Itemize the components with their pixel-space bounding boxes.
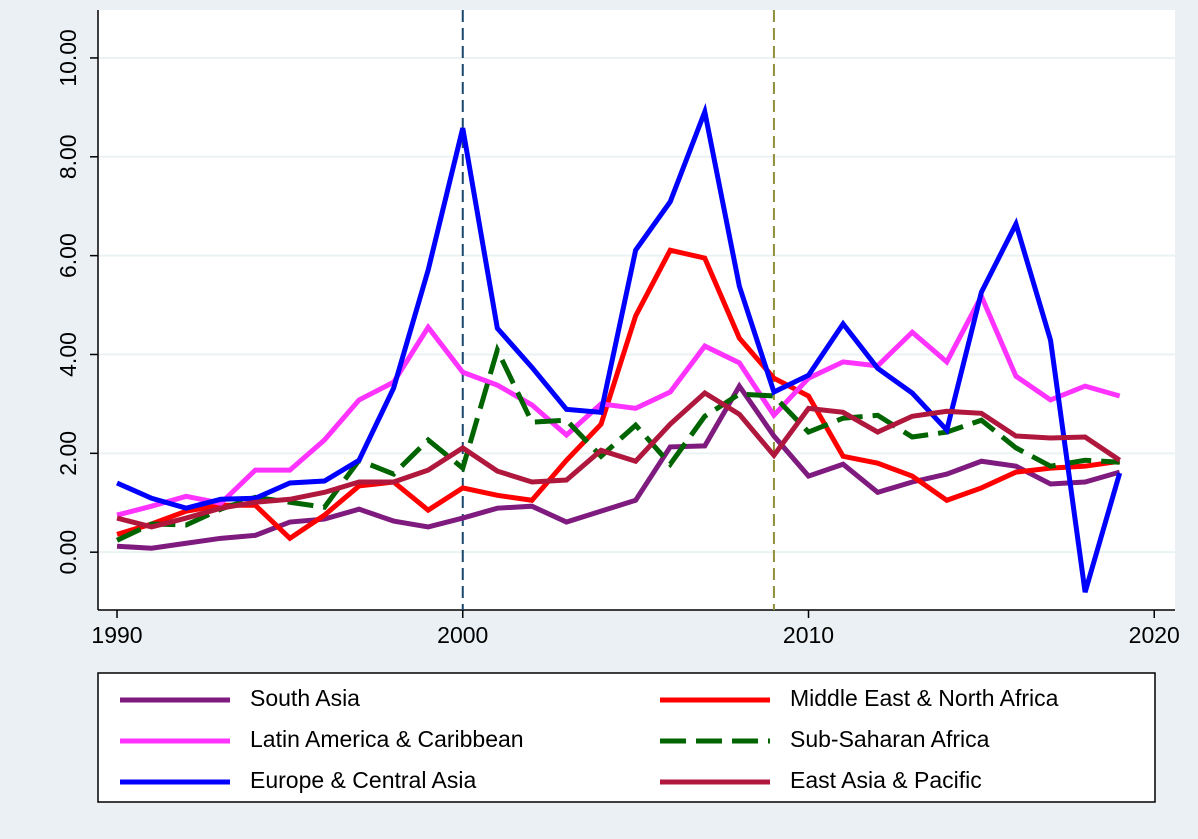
legend-label: Sub-Saharan Africa: [790, 726, 990, 752]
y-tick-label: 4.00: [55, 332, 81, 377]
legend-label: Middle East & North Africa: [790, 685, 1059, 711]
y-tick-label: 2.00: [55, 431, 81, 476]
x-tick-label: 1990: [91, 622, 142, 648]
series-line: [116, 381, 1121, 551]
y-tick-label: 0.00: [55, 530, 81, 575]
series-line: [116, 247, 1121, 542]
series-line: [116, 290, 1121, 518]
x-tick-label: 2010: [783, 622, 834, 648]
y-tick-label: 8.00: [55, 134, 81, 179]
y-tick-label: 6.00: [55, 233, 81, 278]
legend-label: Europe & Central Asia: [250, 767, 477, 793]
legend-label: Latin America & Caribbean: [250, 726, 524, 752]
y-tick-label: 10.00: [55, 29, 81, 87]
x-tick-label: 2020: [1129, 622, 1180, 648]
series-line: [116, 102, 1123, 593]
legend-box: [97, 672, 1156, 803]
legend-label: East Asia & Pacific: [790, 767, 982, 793]
legend-label: South Asia: [250, 685, 360, 711]
series-line: [116, 389, 1122, 530]
series-line: [115, 343, 1120, 543]
x-tick-label: 2000: [437, 622, 488, 648]
